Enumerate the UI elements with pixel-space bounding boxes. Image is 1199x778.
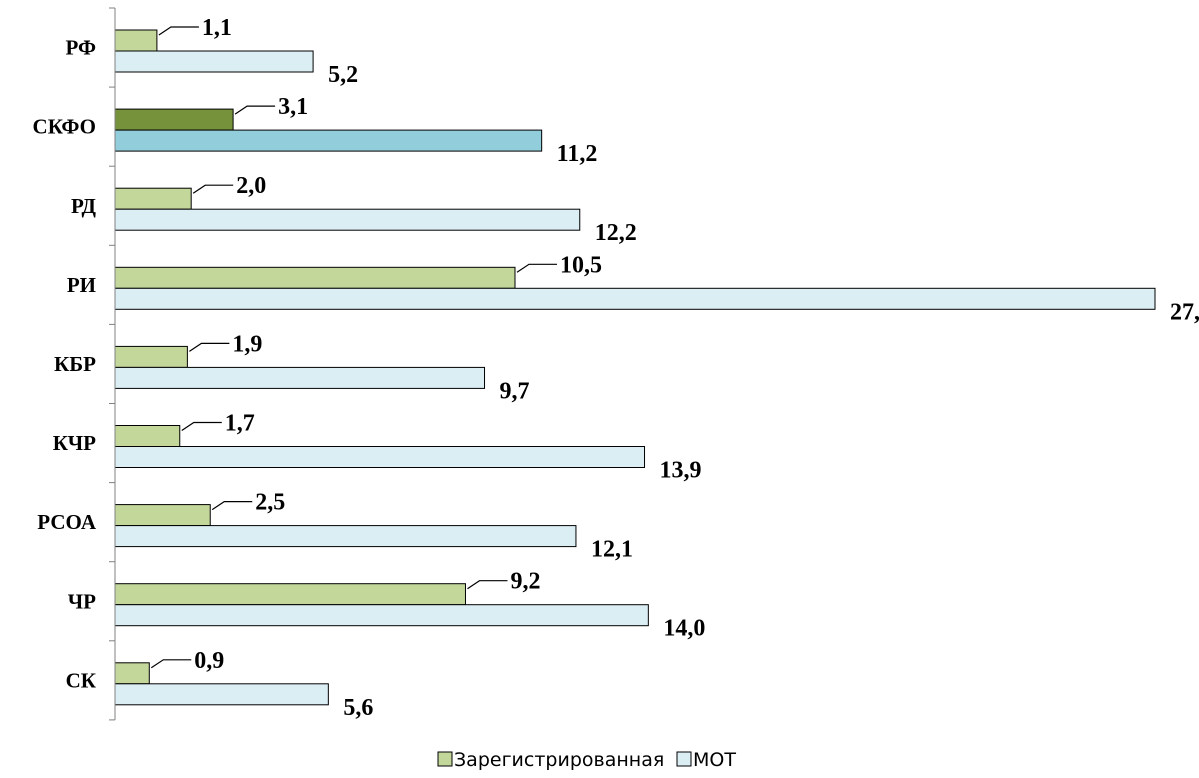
data-label-registered-7: 9,2 xyxy=(510,569,540,595)
leader-line-1 xyxy=(234,105,276,115)
leader-line-7 xyxy=(467,580,508,590)
bar-registered-3 xyxy=(114,266,516,289)
data-label-ilo-4: 9,7 xyxy=(500,378,530,404)
category-axis xyxy=(109,7,116,721)
data-label-ilo-3: 27,3 xyxy=(1170,299,1199,325)
leader-line-2 xyxy=(192,184,234,194)
leader-line-4 xyxy=(189,342,230,352)
category-label-8: СК xyxy=(66,668,97,692)
bar-ilo-0 xyxy=(114,50,314,73)
category-label-5: КЧР xyxy=(53,431,96,455)
data-label-ilo-6: 12,1 xyxy=(591,537,633,563)
bar-registered-1 xyxy=(114,108,234,131)
bar-ilo-1 xyxy=(114,129,543,152)
bar-registered-2 xyxy=(114,187,192,210)
category-label-1: СКФО xyxy=(33,115,96,139)
data-label-ilo-7: 14,0 xyxy=(663,616,705,642)
legend-label-registered: Зарегистрированная xyxy=(454,749,664,771)
data-label-registered-0: 1,1 xyxy=(202,15,232,41)
data-label-ilo-5: 13,9 xyxy=(660,458,702,484)
bar-ilo-8 xyxy=(114,683,329,706)
data-label-ilo-0: 5,2 xyxy=(328,62,358,88)
bar-ilo-4 xyxy=(114,366,486,389)
leader-line-3 xyxy=(516,263,557,273)
bars-layer xyxy=(114,29,1156,706)
legend-label-ilo: МОТ xyxy=(693,749,736,771)
category-label-0: РФ xyxy=(65,36,96,60)
category-label-4: КБР xyxy=(54,352,96,376)
data-label-registered-3: 10,5 xyxy=(560,252,602,278)
bar-registered-7 xyxy=(114,583,466,606)
bar-registered-0 xyxy=(114,29,158,52)
bar-registered-8 xyxy=(114,662,150,685)
leader-line-8 xyxy=(150,659,192,669)
chart-legend: Зарегистрированная МОТ xyxy=(437,749,736,771)
data-label-registered-2: 2,0 xyxy=(236,173,266,199)
category-labels: РФ СКФО РД РИ КБР КЧР РСОА ЧР СК xyxy=(33,36,97,693)
data-label-registered-8: 0,9 xyxy=(194,648,224,674)
bar-ilo-5 xyxy=(114,446,646,468)
category-label-3: РИ xyxy=(67,273,96,297)
bar-ilo-3 xyxy=(114,287,1156,310)
bar-registered-5 xyxy=(114,425,181,447)
leader-line-0 xyxy=(158,26,199,36)
category-label-6: РСОА xyxy=(37,510,97,534)
leader-line-5 xyxy=(181,421,222,431)
bar-registered-4 xyxy=(114,345,188,368)
leader-lines xyxy=(150,26,557,669)
data-label-ilo-2: 12,2 xyxy=(595,220,637,246)
data-label-ilo-1: 11,2 xyxy=(557,141,598,167)
data-label-registered-4: 1,9 xyxy=(232,331,262,357)
bar-registered-6 xyxy=(114,504,211,527)
data-label-registered-1: 3,1 xyxy=(278,94,308,120)
data-labels: 1,1 5,2 3,1 11,2 2,0 12,2 10,5 27,3 1,9 9,7 1,7 13,… xyxy=(194,15,1199,721)
data-label-registered-6: 2,5 xyxy=(255,490,285,516)
category-label-7: ЧР xyxy=(68,589,96,613)
category-label-2: РД xyxy=(71,194,97,218)
bar-ilo-6 xyxy=(114,525,577,548)
data-label-registered-5: 1,7 xyxy=(225,411,255,437)
bar-ilo-2 xyxy=(114,208,581,231)
legend-swatch-registered xyxy=(437,751,453,767)
leader-line-6 xyxy=(211,501,253,511)
bar-ilo-7 xyxy=(114,604,649,627)
legend-swatch-ilo xyxy=(676,751,692,767)
data-label-ilo-8: 5,6 xyxy=(343,695,373,721)
